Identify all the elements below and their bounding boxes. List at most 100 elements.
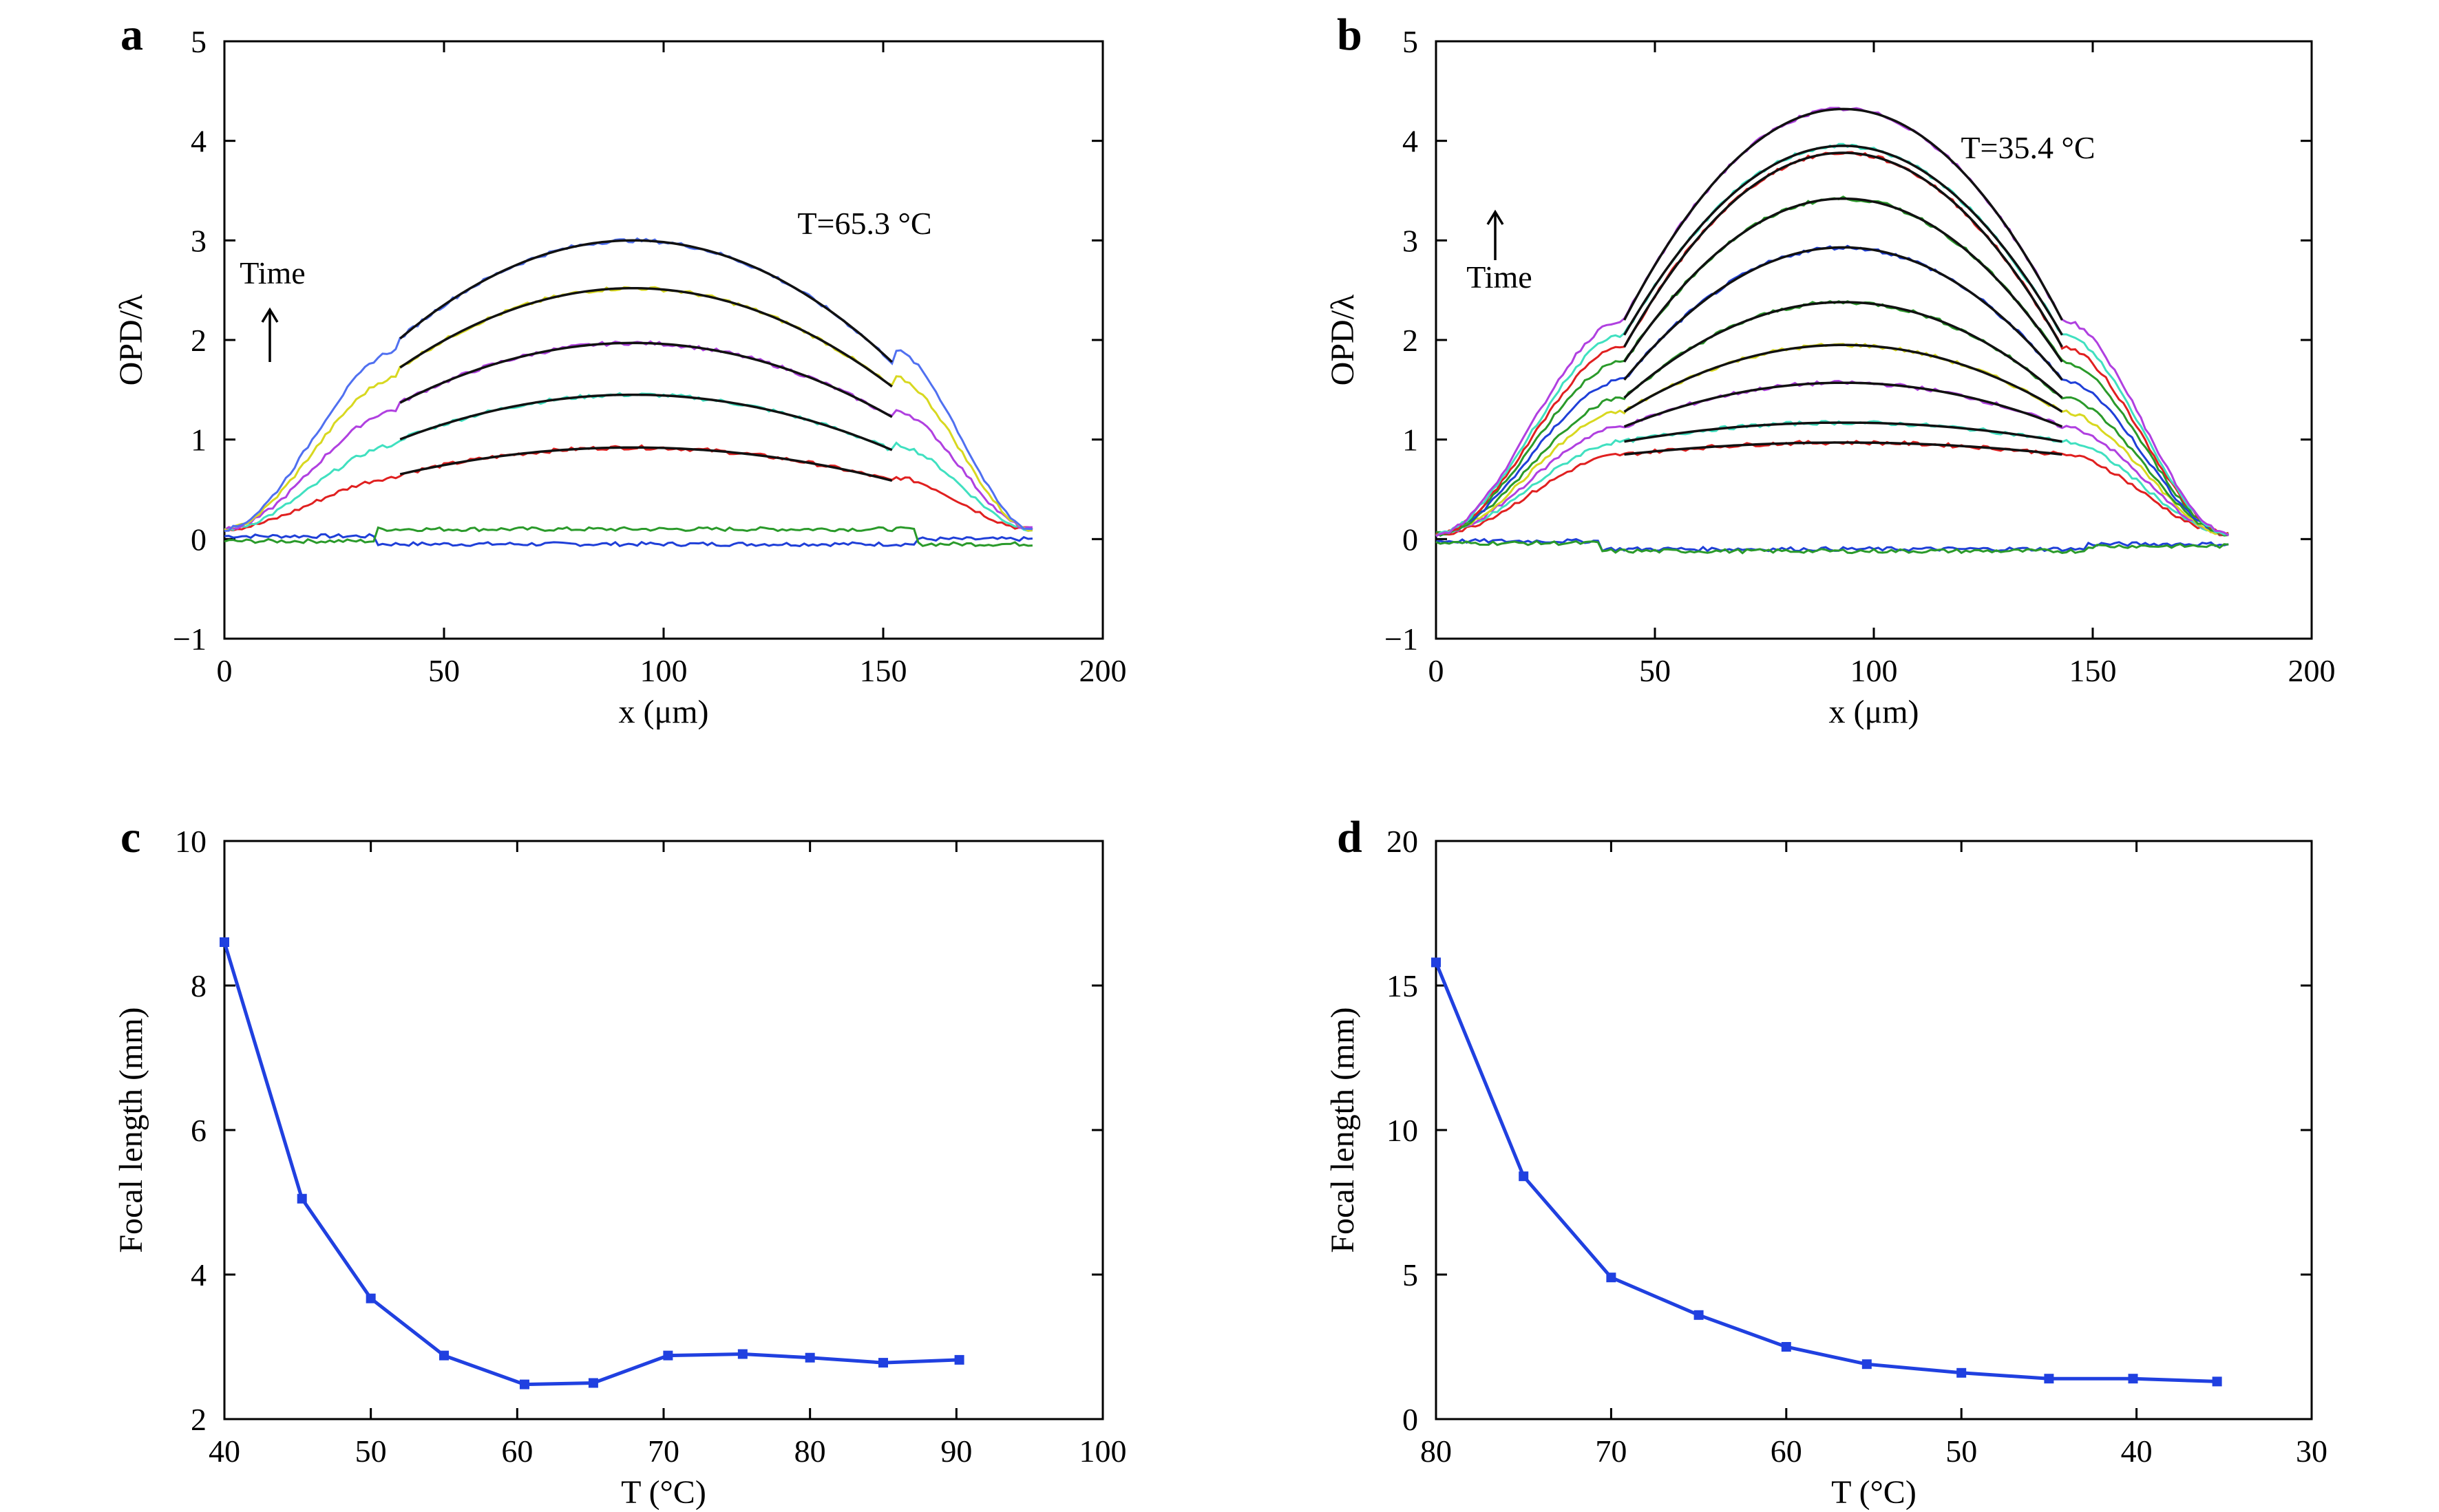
y-tick-label: 0 xyxy=(191,522,207,557)
x-tick-label: 200 xyxy=(2288,653,2336,688)
series-line xyxy=(1434,961,2217,1383)
y-axis-label: OPD/λ xyxy=(113,294,149,385)
x-tick-label: 70 xyxy=(1595,1434,1627,1469)
y-tick-label: 5 xyxy=(1402,24,1418,59)
panel-letter: c xyxy=(120,812,140,862)
data-point xyxy=(220,937,229,947)
y-tick-label: 4 xyxy=(1402,124,1418,159)
data-curve xyxy=(224,533,1033,548)
data-point xyxy=(297,1193,307,1204)
time-label: Time xyxy=(1466,259,1532,295)
data-point xyxy=(663,1350,673,1361)
panel-c: c 40 50 60 70 80 90 100 2 4 6 8 10 T (°C) Focal length… xyxy=(113,812,1127,1511)
fit-curve xyxy=(399,239,893,363)
y-tick-label: 8 xyxy=(191,968,207,1003)
fit-curve xyxy=(399,341,893,418)
x-tick-label: 80 xyxy=(1420,1434,1452,1469)
data-point xyxy=(366,1293,376,1303)
data-curve xyxy=(224,237,1033,532)
time-arrow-head xyxy=(1486,209,1504,225)
data-point xyxy=(1519,1171,1529,1182)
data-curve xyxy=(1435,142,2229,537)
fit-curve xyxy=(1623,197,2063,363)
data-curve xyxy=(224,444,1033,532)
x-tick-label: 100 xyxy=(1079,1434,1127,1469)
panel-d: d 80 70 60 50 40 30 0 5 10 15 20 T (°C) Focal length … xyxy=(1324,812,2327,1511)
x-tick-label: 40 xyxy=(209,1434,240,1469)
time-label: Time xyxy=(240,255,305,290)
fit-curve xyxy=(1623,246,2063,381)
plot-frame xyxy=(1435,840,2313,1420)
data-point xyxy=(2212,1376,2222,1387)
data-curve xyxy=(224,526,1033,547)
x-tick-label: 0 xyxy=(217,653,233,688)
panel-b: b 0 50 100 150 200 −1 0 1 2 3 4 5 x (μm) OPD/λ T=35.4 °… xyxy=(1324,10,2336,730)
y-tick-label: 5 xyxy=(1402,1257,1418,1292)
y-tick-label: 10 xyxy=(175,824,207,859)
x-axis-label: T (°C) xyxy=(621,1474,706,1511)
y-tick-label: 2 xyxy=(191,1402,207,1437)
y-tick-label: 1 xyxy=(191,423,207,458)
y-tick-label: 2 xyxy=(191,323,207,358)
y-tick-label: 3 xyxy=(191,223,207,258)
y-tick-label: 4 xyxy=(191,124,207,159)
y-tick-label: 5 xyxy=(191,24,207,59)
y-tick-label: 10 xyxy=(1386,1113,1418,1148)
fit-curve xyxy=(1623,145,2064,336)
y-axis-label: Focal length (mm) xyxy=(113,1007,149,1253)
panel-a: a 0 50 100 150 200 −1 0 1 2 3 4 5 x (μm) OPD/λ T=65.3 °… xyxy=(113,10,1127,730)
data-curve xyxy=(1435,244,2229,536)
data-point xyxy=(878,1358,888,1368)
plot-frame xyxy=(223,840,1104,1420)
time-arrow-head xyxy=(261,307,279,323)
data-point xyxy=(1861,1359,1872,1370)
x-tick-label: 30 xyxy=(2296,1434,2327,1469)
data-curve xyxy=(1435,151,2229,535)
x-tick-label: 50 xyxy=(1639,653,1671,688)
fit-curve xyxy=(399,446,893,482)
fit-curve xyxy=(1623,343,2063,413)
data-point xyxy=(805,1352,815,1363)
plot-frame xyxy=(223,40,1104,640)
y-tick-label: 0 xyxy=(1402,1402,1418,1437)
x-tick-label: 200 xyxy=(1079,653,1127,688)
x-tick-label: 80 xyxy=(794,1434,826,1469)
data-curve xyxy=(224,286,1033,532)
x-tick-label: 0 xyxy=(1428,653,1444,688)
data-point xyxy=(2044,1374,2054,1384)
data-curve xyxy=(224,340,1033,531)
data-point xyxy=(1606,1273,1616,1283)
data-point xyxy=(1956,1367,1967,1378)
y-tick-label: 0 xyxy=(1402,522,1418,557)
fit-curve xyxy=(399,393,893,451)
x-tick-label: 100 xyxy=(1850,653,1898,688)
x-tick-label: 90 xyxy=(940,1434,972,1469)
series-line xyxy=(222,941,960,1387)
x-tick-label: 100 xyxy=(640,653,688,688)
panel-letter: b xyxy=(1337,10,1362,60)
data-point xyxy=(737,1349,748,1359)
fit-curve xyxy=(1624,441,2062,456)
x-tick-label: 50 xyxy=(1945,1434,1977,1469)
y-tick-label: −1 xyxy=(1384,621,1418,657)
x-tick-label: 150 xyxy=(860,653,907,688)
fit-curve xyxy=(1623,151,2064,348)
y-tick-label: 6 xyxy=(191,1113,207,1148)
x-axis-label: x (μm) xyxy=(1828,694,1919,730)
x-tick-label: 50 xyxy=(355,1434,387,1469)
data-point xyxy=(1693,1310,1704,1320)
fit-curve xyxy=(1623,381,2063,428)
data-point xyxy=(519,1379,529,1389)
y-axis-label: Focal length (mm) xyxy=(1324,1007,1361,1253)
panel-letter: d xyxy=(1337,812,1362,862)
x-tick-label: 60 xyxy=(1771,1434,1802,1469)
x-tick-label: 50 xyxy=(428,653,460,688)
x-tick-label: 150 xyxy=(2069,653,2117,688)
data-point xyxy=(1431,957,1441,968)
x-axis-label: x (μm) xyxy=(618,694,708,730)
y-tick-label: 15 xyxy=(1386,968,1418,1003)
data-point xyxy=(1781,1342,1791,1352)
y-tick-label: 2 xyxy=(1402,323,1418,358)
y-tick-label: 20 xyxy=(1386,824,1418,859)
